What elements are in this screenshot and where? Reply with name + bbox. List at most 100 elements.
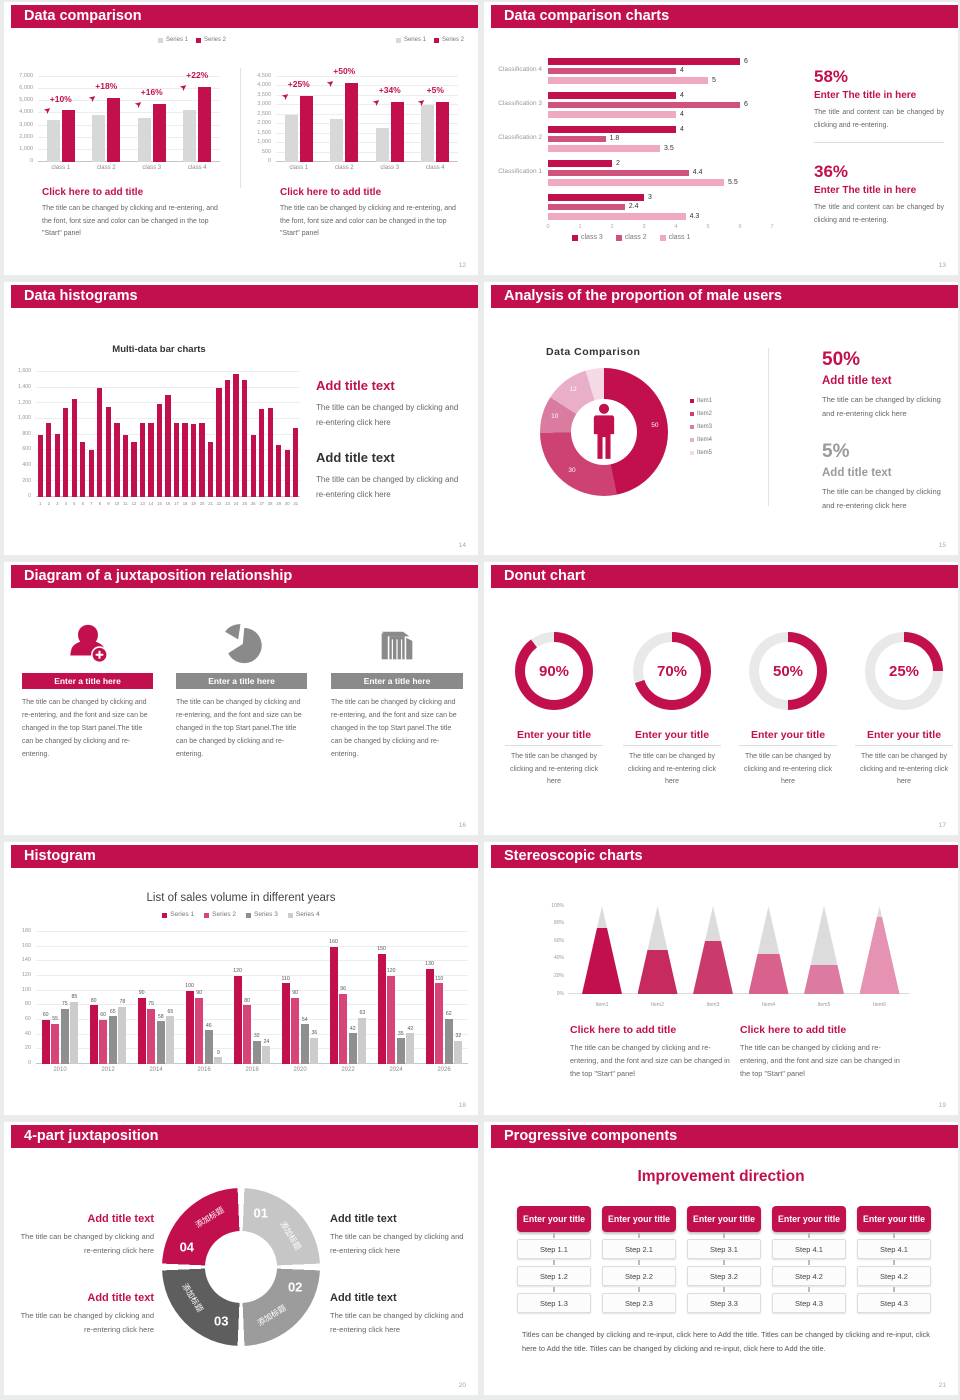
slide-14[interactable]: Data histograms Multi-data bar charts 0 2… bbox=[4, 282, 478, 555]
bar bbox=[156, 404, 163, 497]
y-tick-label: 7,000 bbox=[19, 73, 33, 79]
step-column: Enter your title Step 3.1 Step 3.2 Step 3.3 bbox=[687, 1206, 761, 1313]
step-box: Step 4.3 bbox=[772, 1293, 846, 1313]
legend-item: Series 2 bbox=[433, 37, 464, 43]
row-label: Classification 2 bbox=[498, 133, 542, 141]
bar bbox=[406, 1033, 415, 1064]
y-tick-label: 600 bbox=[22, 446, 31, 453]
cell-19: Stereoscopic charts 0% 20% 40% 60% 80% 100% It… bbox=[480, 840, 960, 1120]
legend-swatch bbox=[162, 912, 168, 918]
x-axis-line bbox=[568, 993, 910, 994]
underline bbox=[855, 745, 953, 746]
x-tick-label: class 3 bbox=[142, 165, 162, 171]
row-label: Classification 4 bbox=[498, 65, 542, 73]
progress-ring: 25% bbox=[865, 632, 943, 710]
bar-value-label: 4.3 bbox=[689, 212, 700, 220]
y-tick-label: 180 bbox=[21, 928, 31, 934]
grid-line bbox=[38, 88, 220, 90]
bar-value-label: 90 bbox=[292, 990, 299, 997]
bar bbox=[299, 95, 313, 162]
bar bbox=[99, 1020, 108, 1064]
legend-label: Item5 bbox=[697, 450, 713, 456]
bar bbox=[259, 408, 265, 497]
legend-label: Series 2 bbox=[441, 37, 464, 43]
block-title: Add title text bbox=[316, 378, 395, 393]
stat-percent: 36% bbox=[814, 162, 849, 181]
grid-line bbox=[36, 975, 468, 976]
bar-value-label: 80 bbox=[244, 997, 251, 1004]
stat-percent: 58% bbox=[814, 67, 849, 86]
x-tick-label: Item3 bbox=[706, 1001, 720, 1008]
slide-16[interactable]: Diagram of a juxtaposition relationship … bbox=[4, 562, 478, 835]
x-tick-label: 2022 bbox=[341, 1067, 355, 1073]
part-number: 01 bbox=[253, 1205, 268, 1221]
part-number: 03 bbox=[214, 1313, 229, 1329]
step-connector bbox=[723, 1287, 725, 1292]
legend-swatch bbox=[659, 234, 666, 241]
slide-header: Data comparison bbox=[11, 5, 478, 28]
block-title: Add title text bbox=[330, 1292, 397, 1304]
bar-value-label: 6 bbox=[744, 101, 748, 108]
bar-value-label: 65 bbox=[109, 1008, 116, 1015]
block-title: Add title text bbox=[87, 1213, 154, 1225]
y-tick-label: 0 bbox=[29, 158, 33, 164]
slide-17[interactable]: Donut chart 90% Enter your title The tit… bbox=[484, 562, 958, 835]
y-tick-label: 160 bbox=[21, 942, 31, 949]
block-body: The title can be changed by clicking and… bbox=[20, 1311, 154, 1334]
column-2: Enter a title here The title can be chan… bbox=[176, 587, 307, 827]
block-title: Click here to add title bbox=[740, 1024, 847, 1036]
slide-12[interactable]: Data comparison Series 1 Series 2 0 1,000 2… bbox=[4, 2, 478, 275]
y-tick-label: 3,500 bbox=[257, 91, 271, 98]
bar bbox=[291, 998, 300, 1064]
legend-item: Item2 bbox=[690, 411, 712, 417]
slide-21[interactable]: Progressive components Improvement direc… bbox=[484, 1122, 958, 1395]
x-tick-label: 8 bbox=[98, 500, 102, 506]
bar bbox=[183, 109, 197, 162]
bar bbox=[281, 983, 290, 1064]
row-label: Classification 3 bbox=[498, 99, 542, 107]
slide-13[interactable]: Data comparison charts Classification 4 6… bbox=[484, 2, 958, 275]
stat-body: The title and content can be changed by … bbox=[814, 204, 944, 224]
slide-18[interactable]: Histogram List of sales volume in differ… bbox=[4, 842, 478, 1115]
grid-line bbox=[276, 132, 458, 134]
cell-12: Data comparison Series 1 Series 2 0 1,000 2… bbox=[0, 0, 480, 280]
legend-swatch bbox=[287, 912, 293, 918]
bar bbox=[548, 169, 689, 176]
section-heading: Improvement direction bbox=[637, 1168, 805, 1185]
page-number: 21 bbox=[938, 1382, 946, 1389]
step-box: Step 3.3 bbox=[687, 1293, 761, 1313]
progress-ring: 70% bbox=[633, 632, 711, 710]
item-title: Enter a title here bbox=[208, 676, 275, 686]
x-tick-label: 6 bbox=[738, 223, 742, 230]
slice-label: 10 bbox=[551, 412, 559, 420]
bar bbox=[548, 203, 625, 210]
bar bbox=[131, 442, 137, 497]
bar bbox=[88, 450, 94, 497]
slide-20[interactable]: 4-part juxtaposition 01 添加标题 02 添加标题 03 添加标题 0… bbox=[4, 1122, 478, 1395]
step-connector bbox=[808, 1260, 810, 1265]
part-number: 04 bbox=[179, 1239, 195, 1255]
donut-center bbox=[570, 398, 638, 466]
woman-add-icon bbox=[69, 624, 108, 664]
item-body: The title can be changed by clicking and… bbox=[744, 753, 832, 786]
x-tick-label: 2018 bbox=[245, 1067, 259, 1073]
slide-19[interactable]: Stereoscopic charts 0% 20% 40% 60% 80% 100% It… bbox=[484, 842, 958, 1115]
grid-line bbox=[276, 85, 458, 87]
x-tick-label: Item5 bbox=[817, 1001, 831, 1008]
bar bbox=[148, 422, 154, 497]
bar bbox=[71, 398, 77, 497]
slice-label: 12 bbox=[569, 386, 577, 394]
step-column: Enter your title Step 2.1 Step 2.2 Step 2.3 bbox=[602, 1206, 676, 1313]
grouped-column-chart: 0 1,000 2,000 3,000 4,000 5,000 6,000 7,000 clas… bbox=[8, 67, 222, 173]
slide-15[interactable]: Analysis of the proportion of male users… bbox=[484, 282, 958, 555]
x-tick-label: 11 bbox=[123, 500, 128, 506]
ring-center: 90% bbox=[525, 642, 583, 700]
bar-value-label: 6 bbox=[744, 57, 748, 65]
bar bbox=[41, 1020, 50, 1064]
slide-header: Donut chart bbox=[491, 565, 958, 588]
chart-legend: Item1 Item2 Item3 Item4 Item5 bbox=[690, 398, 712, 456]
bar-value-label: 4 bbox=[680, 67, 684, 74]
chart-legend: Series 1 Series 2 bbox=[157, 37, 226, 43]
male-person-icon bbox=[593, 403, 615, 459]
y-tick-label: 4,000 bbox=[257, 82, 271, 89]
